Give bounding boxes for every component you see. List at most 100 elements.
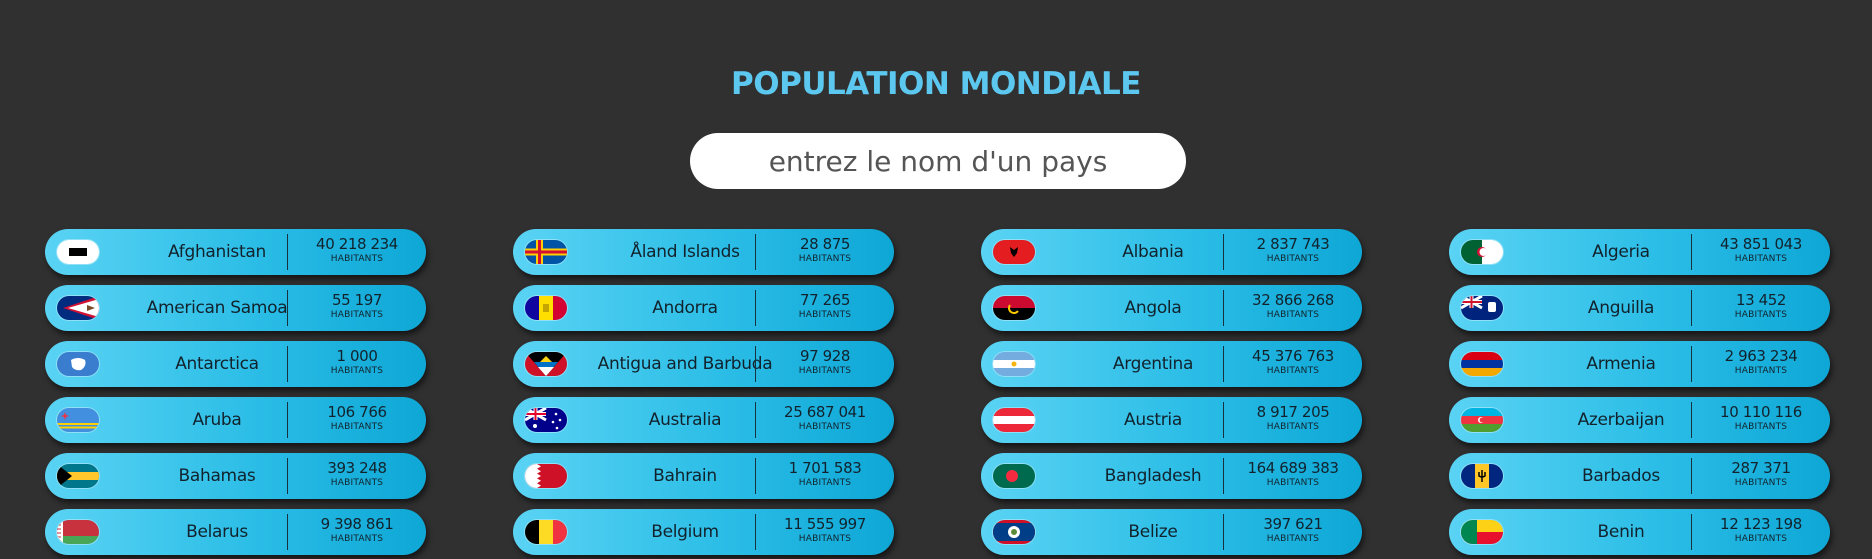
country-card[interactable]: Åland Islands 28 875 HABITANTS [513,229,894,275]
population-value: 28 875 [799,235,851,253]
country-name: Algeria [1592,242,1650,262]
antarctica-flag-icon [57,352,99,376]
card-divider [1223,290,1224,326]
population-unit: HABITANTS [330,534,384,544]
country-card[interactable]: Algeria 43 851 043 HABITANTS [1449,229,1830,275]
country-name: Antarctica [175,354,259,374]
country-name: Argentina [1112,354,1194,374]
albania-flag-icon [993,240,1035,264]
country-card[interactable]: Australia 25 687 041 HABITANTS [513,397,894,443]
search-input[interactable] [690,133,1186,189]
card-divider [287,514,288,550]
bangladesh-flag-icon [993,464,1035,488]
country-card[interactable]: Angola 32 866 268 HABITANTS [981,285,1362,331]
country-card[interactable]: Azerbaijan 10 110 116 HABITANTS [1449,397,1830,443]
population-unit: HABITANTS [798,422,852,432]
population-block: 45 376 763 HABITANTS [1224,347,1362,377]
country-card[interactable]: Austria 8 917 205 HABITANTS [981,397,1362,443]
population-unit: HABITANTS [1266,366,1320,376]
card-divider [1691,234,1692,270]
angola-flag-icon [993,296,1035,320]
country-name: Bahamas [178,466,256,486]
country-card[interactable]: Aruba 106 766 HABITANTS [45,397,426,443]
population-value: 77 265 [799,291,851,309]
country-card[interactable]: Bangladesh 164 689 383 HABITANTS [981,453,1362,499]
barbados-flag-icon [1461,464,1503,488]
country-card[interactable]: Argentina 45 376 763 HABITANTS [981,341,1362,387]
country-grid: Afghanistan 40 218 234 HABITANTS Åland Isla… [45,229,1830,555]
belarus-flag-icon [57,520,99,544]
population-value: 45 376 763 [1252,347,1334,365]
card-divider [1691,514,1692,550]
country-card[interactable]: Bahrain 1 701 583 HABITANTS [513,453,894,499]
population-unit: HABITANTS [1734,366,1788,376]
bahamas-flag-icon [57,464,99,488]
country-name: Azerbaijan [1577,410,1665,430]
population-block: 43 851 043 HABITANTS [1692,235,1830,265]
country-card[interactable]: Andorra 77 265 HABITANTS [513,285,894,331]
population-unit: HABITANTS [330,366,384,376]
population-block: 2 963 234 HABITANTS [1692,347,1830,377]
country-card[interactable]: Belarus 9 398 861 HABITANTS [45,509,426,555]
country-card[interactable]: Belgium 11 555 997 HABITANTS [513,509,894,555]
aruba-flag-icon [57,408,99,432]
population-value: 164 689 383 [1247,459,1339,477]
population-value: 1 701 583 [788,459,862,477]
page-title: POPULATION MONDIALE [731,65,1141,102]
country-card[interactable]: Antigua and Barbuda 97 928 HABITANTS [513,341,894,387]
population-block: 393 248 HABITANTS [288,459,426,489]
country-name: Antigua and Barbuda [597,354,773,374]
country-name: Aruba [192,410,242,430]
country-name: American Samoa [146,298,288,318]
aland-islands-flag-icon [525,240,567,264]
population-value: 12 123 198 [1720,515,1802,533]
country-card[interactable]: Anguilla 13 452 HABITANTS [1449,285,1830,331]
population-unit: HABITANTS [1734,254,1788,264]
country-card[interactable]: Armenia 2 963 234 HABITANTS [1449,341,1830,387]
country-name: Åland Islands [630,242,740,262]
population-unit: HABITANTS [798,254,852,264]
card-divider [755,402,756,438]
population-block: 12 123 198 HABITANTS [1692,515,1830,545]
argentina-flag-icon [993,352,1035,376]
country-name: Barbados [1582,466,1660,486]
population-unit: HABITANTS [1734,478,1788,488]
population-value: 55 197 [331,291,383,309]
population-unit: HABITANTS [1266,478,1320,488]
population-value: 43 851 043 [1720,235,1802,253]
card-divider [1691,402,1692,438]
country-name: Belgium [651,522,719,542]
algeria-flag-icon [1461,240,1503,264]
belgium-flag-icon [525,520,567,544]
population-value: 11 555 997 [784,515,866,533]
card-divider [755,234,756,270]
country-card[interactable]: Afghanistan 40 218 234 HABITANTS [45,229,426,275]
population-unit: HABITANTS [798,534,852,544]
population-block: 28 875 HABITANTS [756,235,894,265]
card-divider [287,402,288,438]
country-name: Belarus [186,522,248,542]
population-value: 32 866 268 [1252,291,1334,309]
country-card[interactable]: Benin 12 123 198 HABITANTS [1449,509,1830,555]
country-name: Bahrain [653,466,717,486]
population-value: 106 766 [327,403,387,421]
country-card[interactable]: American Samoa 55 197 HABITANTS [45,285,426,331]
population-block: 11 555 997 HABITANTS [756,515,894,545]
country-card[interactable]: Belize 397 621 HABITANTS [981,509,1362,555]
population-unit: HABITANTS [1734,534,1788,544]
card-divider [1223,514,1224,550]
population-unit: HABITANTS [1266,534,1320,544]
population-block: 25 687 041 HABITANTS [756,403,894,433]
population-block: 106 766 HABITANTS [288,403,426,433]
country-card[interactable]: Antarctica 1 000 HABITANTS [45,341,426,387]
population-block: 287 371 HABITANTS [1692,459,1830,489]
population-block: 9 398 861 HABITANTS [288,515,426,545]
andorra-flag-icon [525,296,567,320]
country-card[interactable]: Barbados 287 371 HABITANTS [1449,453,1830,499]
population-value: 25 687 041 [784,403,866,421]
country-card[interactable]: Bahamas 393 248 HABITANTS [45,453,426,499]
population-value: 2 837 743 [1256,235,1330,253]
anguilla-flag-icon [1461,296,1503,320]
country-card[interactable]: Albania 2 837 743 HABITANTS [981,229,1362,275]
